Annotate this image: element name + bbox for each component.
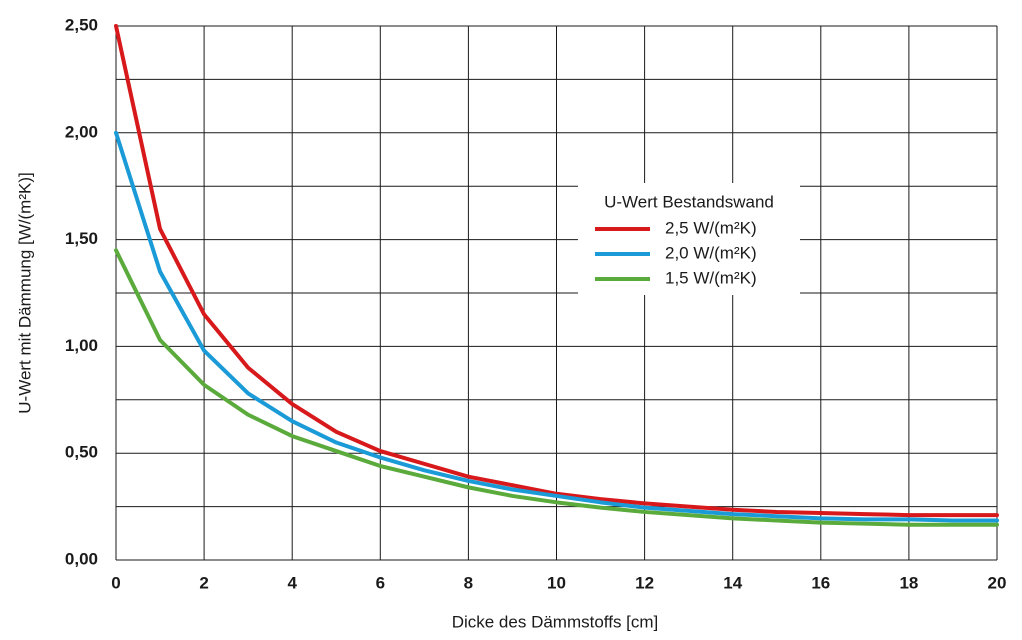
series-line bbox=[114, 248, 999, 527]
series-line bbox=[114, 24, 999, 518]
legend-box bbox=[578, 183, 800, 295]
y-tick-label: 2,00 bbox=[65, 122, 98, 141]
x-tick-label: 14 bbox=[723, 573, 742, 592]
y-tick-label: 0,00 bbox=[65, 549, 98, 568]
y-tick-label: 1,00 bbox=[65, 336, 98, 355]
x-tick-label: 18 bbox=[899, 573, 918, 592]
series-line bbox=[114, 130, 999, 523]
legend-label: 2,5 W/(m²K) bbox=[665, 218, 757, 237]
x-tick-label: 8 bbox=[464, 573, 473, 592]
y-tick-label: 2,50 bbox=[65, 15, 98, 34]
x-tick-label: 6 bbox=[376, 573, 385, 592]
y-tick-label: 0,50 bbox=[65, 443, 98, 462]
y-tick-label: 1,50 bbox=[65, 229, 98, 248]
x-tick-label: 0 bbox=[111, 573, 120, 592]
x-tick-label: 12 bbox=[635, 573, 654, 592]
y-axis-label: U-Wert mit Dämmung [W/(m²K)] bbox=[15, 172, 34, 413]
legend-label: 1,5 W/(m²K) bbox=[665, 268, 757, 287]
legend: U-Wert Bestandswand 2,5 W/(m²K) 2,0 W/(m²K… bbox=[578, 183, 800, 295]
x-tick-label: 20 bbox=[988, 573, 1007, 592]
x-tick-label: 10 bbox=[547, 573, 566, 592]
x-tick-label: 4 bbox=[287, 573, 297, 592]
x-tick-label: 2 bbox=[199, 573, 208, 592]
legend-label: 2,0 W/(m²K) bbox=[665, 243, 757, 262]
x-axis-label: Dicke des Dämmstoffs [cm] bbox=[452, 612, 659, 631]
x-tick-label: 16 bbox=[811, 573, 830, 592]
legend-title: U-Wert Bestandswand bbox=[604, 192, 774, 211]
